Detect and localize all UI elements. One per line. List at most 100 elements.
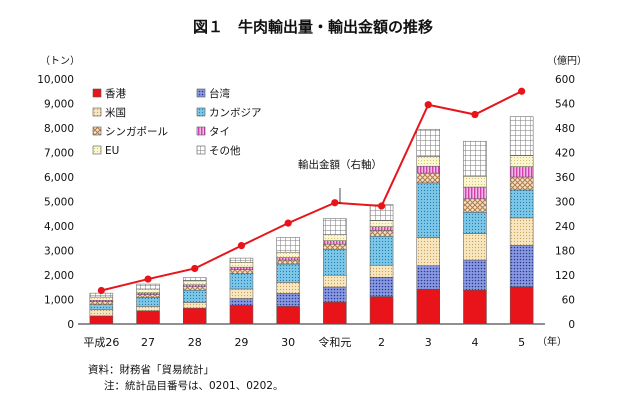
bar-segment-0 bbox=[463, 289, 487, 325]
bar-segment-6 bbox=[323, 234, 347, 241]
bar-segment-0 bbox=[229, 305, 254, 325]
y-tick-label: 1,000 bbox=[44, 295, 74, 307]
bar-segment-0 bbox=[183, 307, 207, 325]
line-point bbox=[518, 87, 526, 95]
legend-swatch bbox=[92, 107, 102, 117]
y-tick-label: 8,000 bbox=[44, 123, 74, 135]
bar-segment-5 bbox=[229, 266, 254, 270]
bar-segment-5 bbox=[416, 165, 440, 174]
y-tick-label: 4,000 bbox=[44, 221, 74, 233]
legend-swatch bbox=[92, 145, 102, 155]
bar-segment-3 bbox=[463, 212, 487, 234]
y-right-tick-label: 420 bbox=[555, 148, 575, 160]
bar-segment-1 bbox=[463, 259, 487, 291]
y-right-tick-label: 300 bbox=[555, 197, 575, 209]
line-point bbox=[284, 219, 292, 227]
line-point bbox=[377, 202, 386, 210]
bar-segment-4 bbox=[136, 294, 160, 298]
x-tick-label: 27 bbox=[141, 336, 155, 349]
bar-segment-4 bbox=[369, 230, 394, 237]
bar-segment-0 bbox=[89, 315, 114, 325]
bar-segment-0 bbox=[323, 301, 347, 325]
bar-segment-7 bbox=[323, 218, 347, 235]
line-point bbox=[97, 286, 105, 295]
y-right-tick-label: 240 bbox=[555, 221, 575, 233]
y-right-tick-label: 180 bbox=[555, 246, 575, 258]
y-tick-label: 6,000 bbox=[44, 172, 74, 184]
right-axis-unit: （億円） bbox=[547, 54, 587, 67]
bar-segment-1 bbox=[416, 265, 440, 290]
legend-label: タイ bbox=[209, 126, 230, 138]
bar-segment-7 bbox=[136, 283, 160, 290]
legend-label: その他 bbox=[209, 144, 241, 157]
y-right-tick-label: 360 bbox=[555, 172, 575, 184]
line-series bbox=[101, 90, 523, 292]
legend-swatch bbox=[196, 126, 206, 136]
legend-swatch bbox=[196, 145, 206, 155]
bar-segment-5 bbox=[463, 186, 487, 200]
bar-segment-4 bbox=[183, 286, 207, 291]
bar-segment-0 bbox=[416, 288, 440, 325]
bar-segment-0 bbox=[136, 310, 160, 325]
bar-segment-5 bbox=[136, 292, 160, 295]
bar-segment-4 bbox=[323, 243, 347, 250]
line-point bbox=[144, 275, 152, 283]
chart-title: 図１ 牛肉輸出量・輸出金額の推移 bbox=[193, 18, 433, 36]
bar-segment-5 bbox=[509, 166, 534, 178]
legend-label: 台湾 bbox=[209, 87, 230, 100]
line-point bbox=[471, 110, 479, 119]
bar-segment-2 bbox=[89, 309, 114, 317]
left-axis-unit: （トン） bbox=[40, 55, 80, 67]
bar-segment-6 bbox=[369, 220, 394, 227]
bar-segment-7 bbox=[416, 128, 440, 157]
y-tick-label: 5,000 bbox=[44, 197, 74, 209]
bar-segment-6 bbox=[89, 296, 114, 301]
line-point bbox=[331, 199, 339, 207]
bar-segment-3 bbox=[369, 236, 394, 266]
y-tick-label: 0 bbox=[67, 319, 74, 331]
bar-segment-2 bbox=[509, 217, 534, 246]
legend-label: カンボジア bbox=[209, 107, 262, 119]
bar-segment-0 bbox=[509, 286, 534, 325]
source-note: 資料：財務省「貿易統計」 bbox=[88, 364, 214, 376]
bar-segment-7 bbox=[509, 116, 534, 156]
bar-segment-2 bbox=[136, 306, 160, 312]
bar-segment-1 bbox=[229, 298, 254, 306]
bar-segment-5 bbox=[323, 240, 347, 245]
legend-swatch bbox=[92, 88, 102, 98]
bar-segment-1 bbox=[369, 276, 394, 297]
bar-segment-5 bbox=[369, 226, 394, 231]
y-right-tick-label: 540 bbox=[555, 99, 575, 111]
bar-segment-7 bbox=[276, 237, 300, 253]
bar-segment-1 bbox=[323, 286, 347, 303]
bar-segment-3 bbox=[183, 289, 207, 303]
bar-segment-6 bbox=[463, 176, 487, 188]
bar-segment-3 bbox=[229, 273, 254, 290]
x-tick-label: 30 bbox=[281, 336, 295, 349]
bar-segment-2 bbox=[183, 302, 207, 309]
legend-label: EU bbox=[105, 145, 119, 157]
legend-swatch bbox=[196, 107, 206, 117]
y-right-tick-label: 120 bbox=[555, 270, 575, 282]
line-series-label: 輸出金額（右軸） bbox=[298, 158, 382, 171]
bar-segment-3 bbox=[89, 304, 114, 311]
line-point bbox=[237, 242, 246, 250]
bar-segment-2 bbox=[369, 264, 394, 278]
y-tick-label: 9,000 bbox=[44, 99, 74, 111]
bar-segment-3 bbox=[136, 297, 160, 307]
bar-segment-5 bbox=[276, 257, 300, 261]
bar-segment-4 bbox=[229, 269, 254, 275]
legend-label: 香港 bbox=[105, 88, 126, 100]
line-point bbox=[424, 101, 432, 109]
bar-segment-3 bbox=[276, 263, 300, 283]
bar-segment-1 bbox=[509, 245, 534, 288]
bar-segment-2 bbox=[463, 233, 487, 261]
x-tick-label: 28 bbox=[188, 336, 202, 349]
bar-segment-6 bbox=[183, 280, 207, 286]
bar-segment-4 bbox=[509, 176, 534, 191]
bar-segment-6 bbox=[509, 155, 534, 167]
legend-swatch bbox=[196, 88, 206, 98]
bar-segment-7 bbox=[229, 257, 254, 263]
bar-segment-2 bbox=[416, 237, 440, 266]
